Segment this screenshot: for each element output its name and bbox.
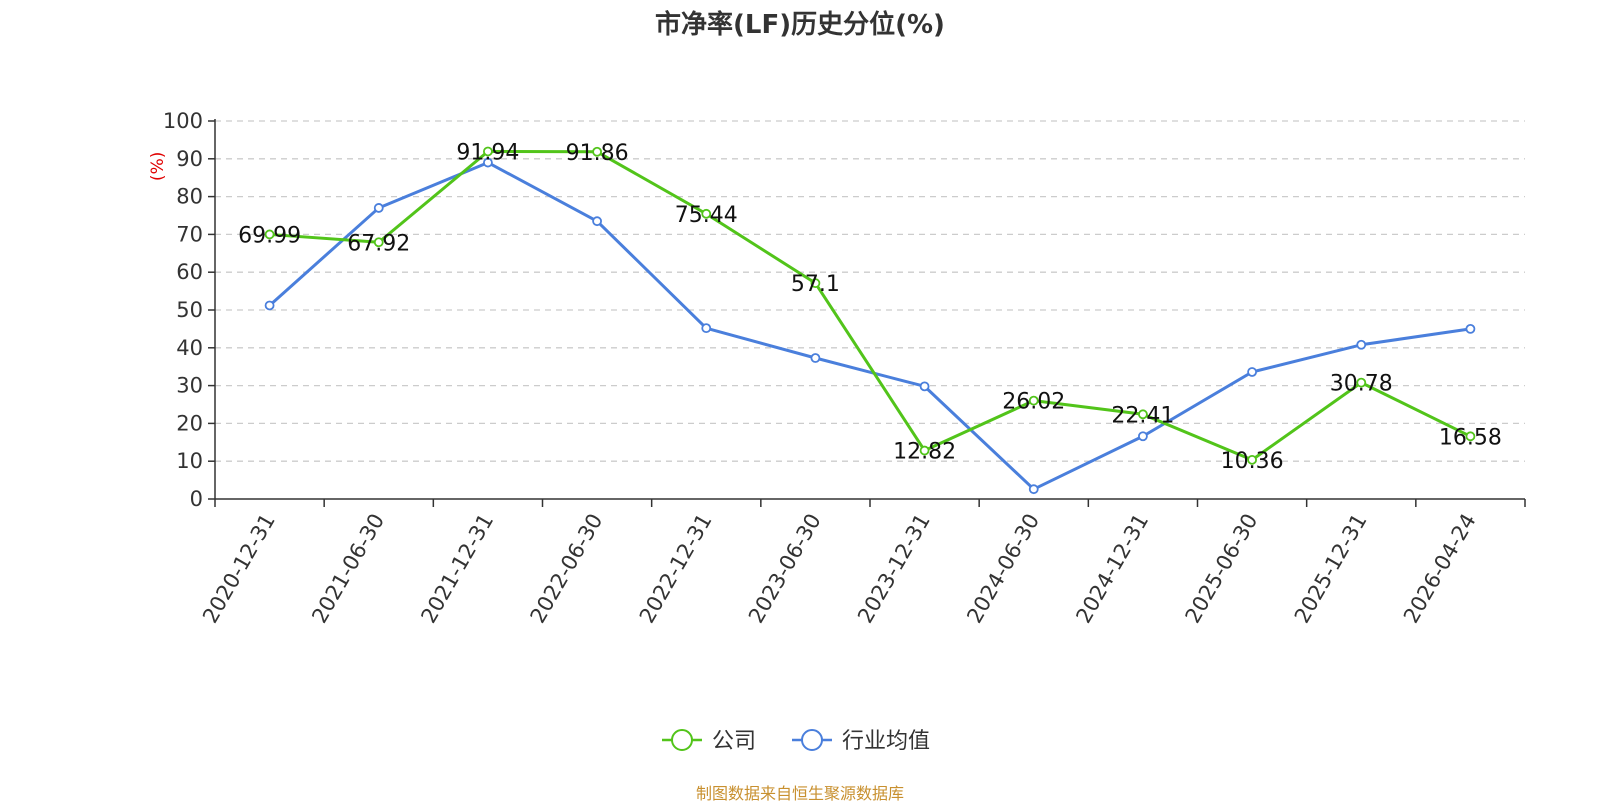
series-point <box>1356 377 1367 388</box>
legend-item[interactable]: 行业均值 <box>792 729 930 754</box>
series-point <box>592 216 602 227</box>
y-axis-title: (%) <box>148 152 168 181</box>
data-label: 91.86 <box>566 141 629 166</box>
data-label: 57.1 <box>791 272 840 297</box>
series-point <box>264 229 275 240</box>
series-point <box>810 353 821 363</box>
data-label: 22.41 <box>1111 403 1174 428</box>
legend-marker <box>801 729 823 751</box>
series-point <box>1247 367 1257 377</box>
x-tick-label: 2025-06-30 <box>1181 510 1263 628</box>
y-tick-label: 80 <box>176 185 203 209</box>
y-tick-label: 30 <box>176 374 203 398</box>
legend-marker <box>671 729 693 751</box>
x-tick-label: 2024-12-31 <box>1071 510 1153 628</box>
series-point <box>373 203 384 213</box>
y-tick-label: 0 <box>190 487 203 511</box>
legend-label: 行业均值 <box>842 729 930 754</box>
x-tick-label: 2020-12-31 <box>198 510 280 628</box>
grid-lines <box>215 120 1525 462</box>
series-point <box>1465 431 1476 442</box>
series-point <box>1247 454 1257 465</box>
series-point <box>810 278 821 289</box>
series-point <box>373 237 384 248</box>
series-point <box>592 146 602 157</box>
y-tick-label: 10 <box>176 449 203 473</box>
series-point <box>701 323 712 334</box>
x-tick-label: 2023-12-31 <box>853 509 935 627</box>
series-lines <box>264 146 1476 495</box>
series-point <box>1138 431 1148 442</box>
chart-title: 市净率(LF)历史分位(%) <box>655 10 945 40</box>
series-point <box>919 381 930 392</box>
data-label: 16.58 <box>1439 425 1502 450</box>
line-chart: 0 10 20 30 40 50 60 70 80 90 100 (%) 2020-12-31 2021-… <box>148 109 1526 754</box>
y-tick-label: 60 <box>176 260 203 284</box>
y-tick-label: 100 <box>163 109 203 133</box>
series-point <box>1138 409 1148 420</box>
series-point <box>701 208 712 219</box>
data-label: 12.82 <box>893 440 956 465</box>
data-label: 69.99 <box>238 223 301 248</box>
x-tick-label: 2022-12-31 <box>635 510 717 628</box>
data-label: 67.92 <box>347 231 410 256</box>
legend-item[interactable]: 公司 <box>662 729 756 754</box>
series-line <box>269 149 1472 462</box>
axes: 0 10 20 30 40 50 60 70 80 90 100 (%) 2020-12-31 2021-… <box>148 109 1526 628</box>
y-tick-label: 70 <box>176 222 203 246</box>
y-tick-label: 20 <box>176 411 203 435</box>
series-point <box>483 157 493 168</box>
legend-label: 公司 <box>712 729 756 754</box>
data-label: 30.78 <box>1330 372 1393 397</box>
data-label: 10.36 <box>1221 449 1284 474</box>
x-tick-label: 2021-06-30 <box>307 510 389 628</box>
series-point <box>483 146 493 157</box>
series-point <box>1028 484 1039 495</box>
y-tick-label: 90 <box>176 147 203 171</box>
y-tick-label: 50 <box>176 298 203 322</box>
series-line <box>268 161 1471 491</box>
x-tick-label: 2025-12-31 <box>1290 510 1372 628</box>
data-label: 75.44 <box>675 203 738 228</box>
data-label: 26.02 <box>1002 390 1065 415</box>
x-tick-label: 2024-06-30 <box>962 510 1044 628</box>
series-point <box>1028 395 1039 406</box>
series-point <box>1465 323 1476 334</box>
x-tick-label: 2021-12-31 <box>416 509 498 627</box>
data-labels: 69.99 67.92 91.94 91.86 75.44 57.1 12.82 26.02 2… <box>238 140 1502 473</box>
data-source-note: 制图数据来自恒生聚源数据库 <box>695 784 904 803</box>
legend[interactable]: 公司 行业均值 <box>662 729 930 754</box>
series-point <box>1356 339 1367 350</box>
series-point <box>919 445 930 456</box>
x-tick-label: 2023-06-30 <box>744 510 826 628</box>
series-point <box>264 300 275 311</box>
y-tick-label: 40 <box>176 336 203 360</box>
data-label: 91.94 <box>456 140 519 165</box>
x-tick-label: 2026-04-24 <box>1399 510 1481 628</box>
x-tick-label: 2022-06-30 <box>526 510 608 628</box>
